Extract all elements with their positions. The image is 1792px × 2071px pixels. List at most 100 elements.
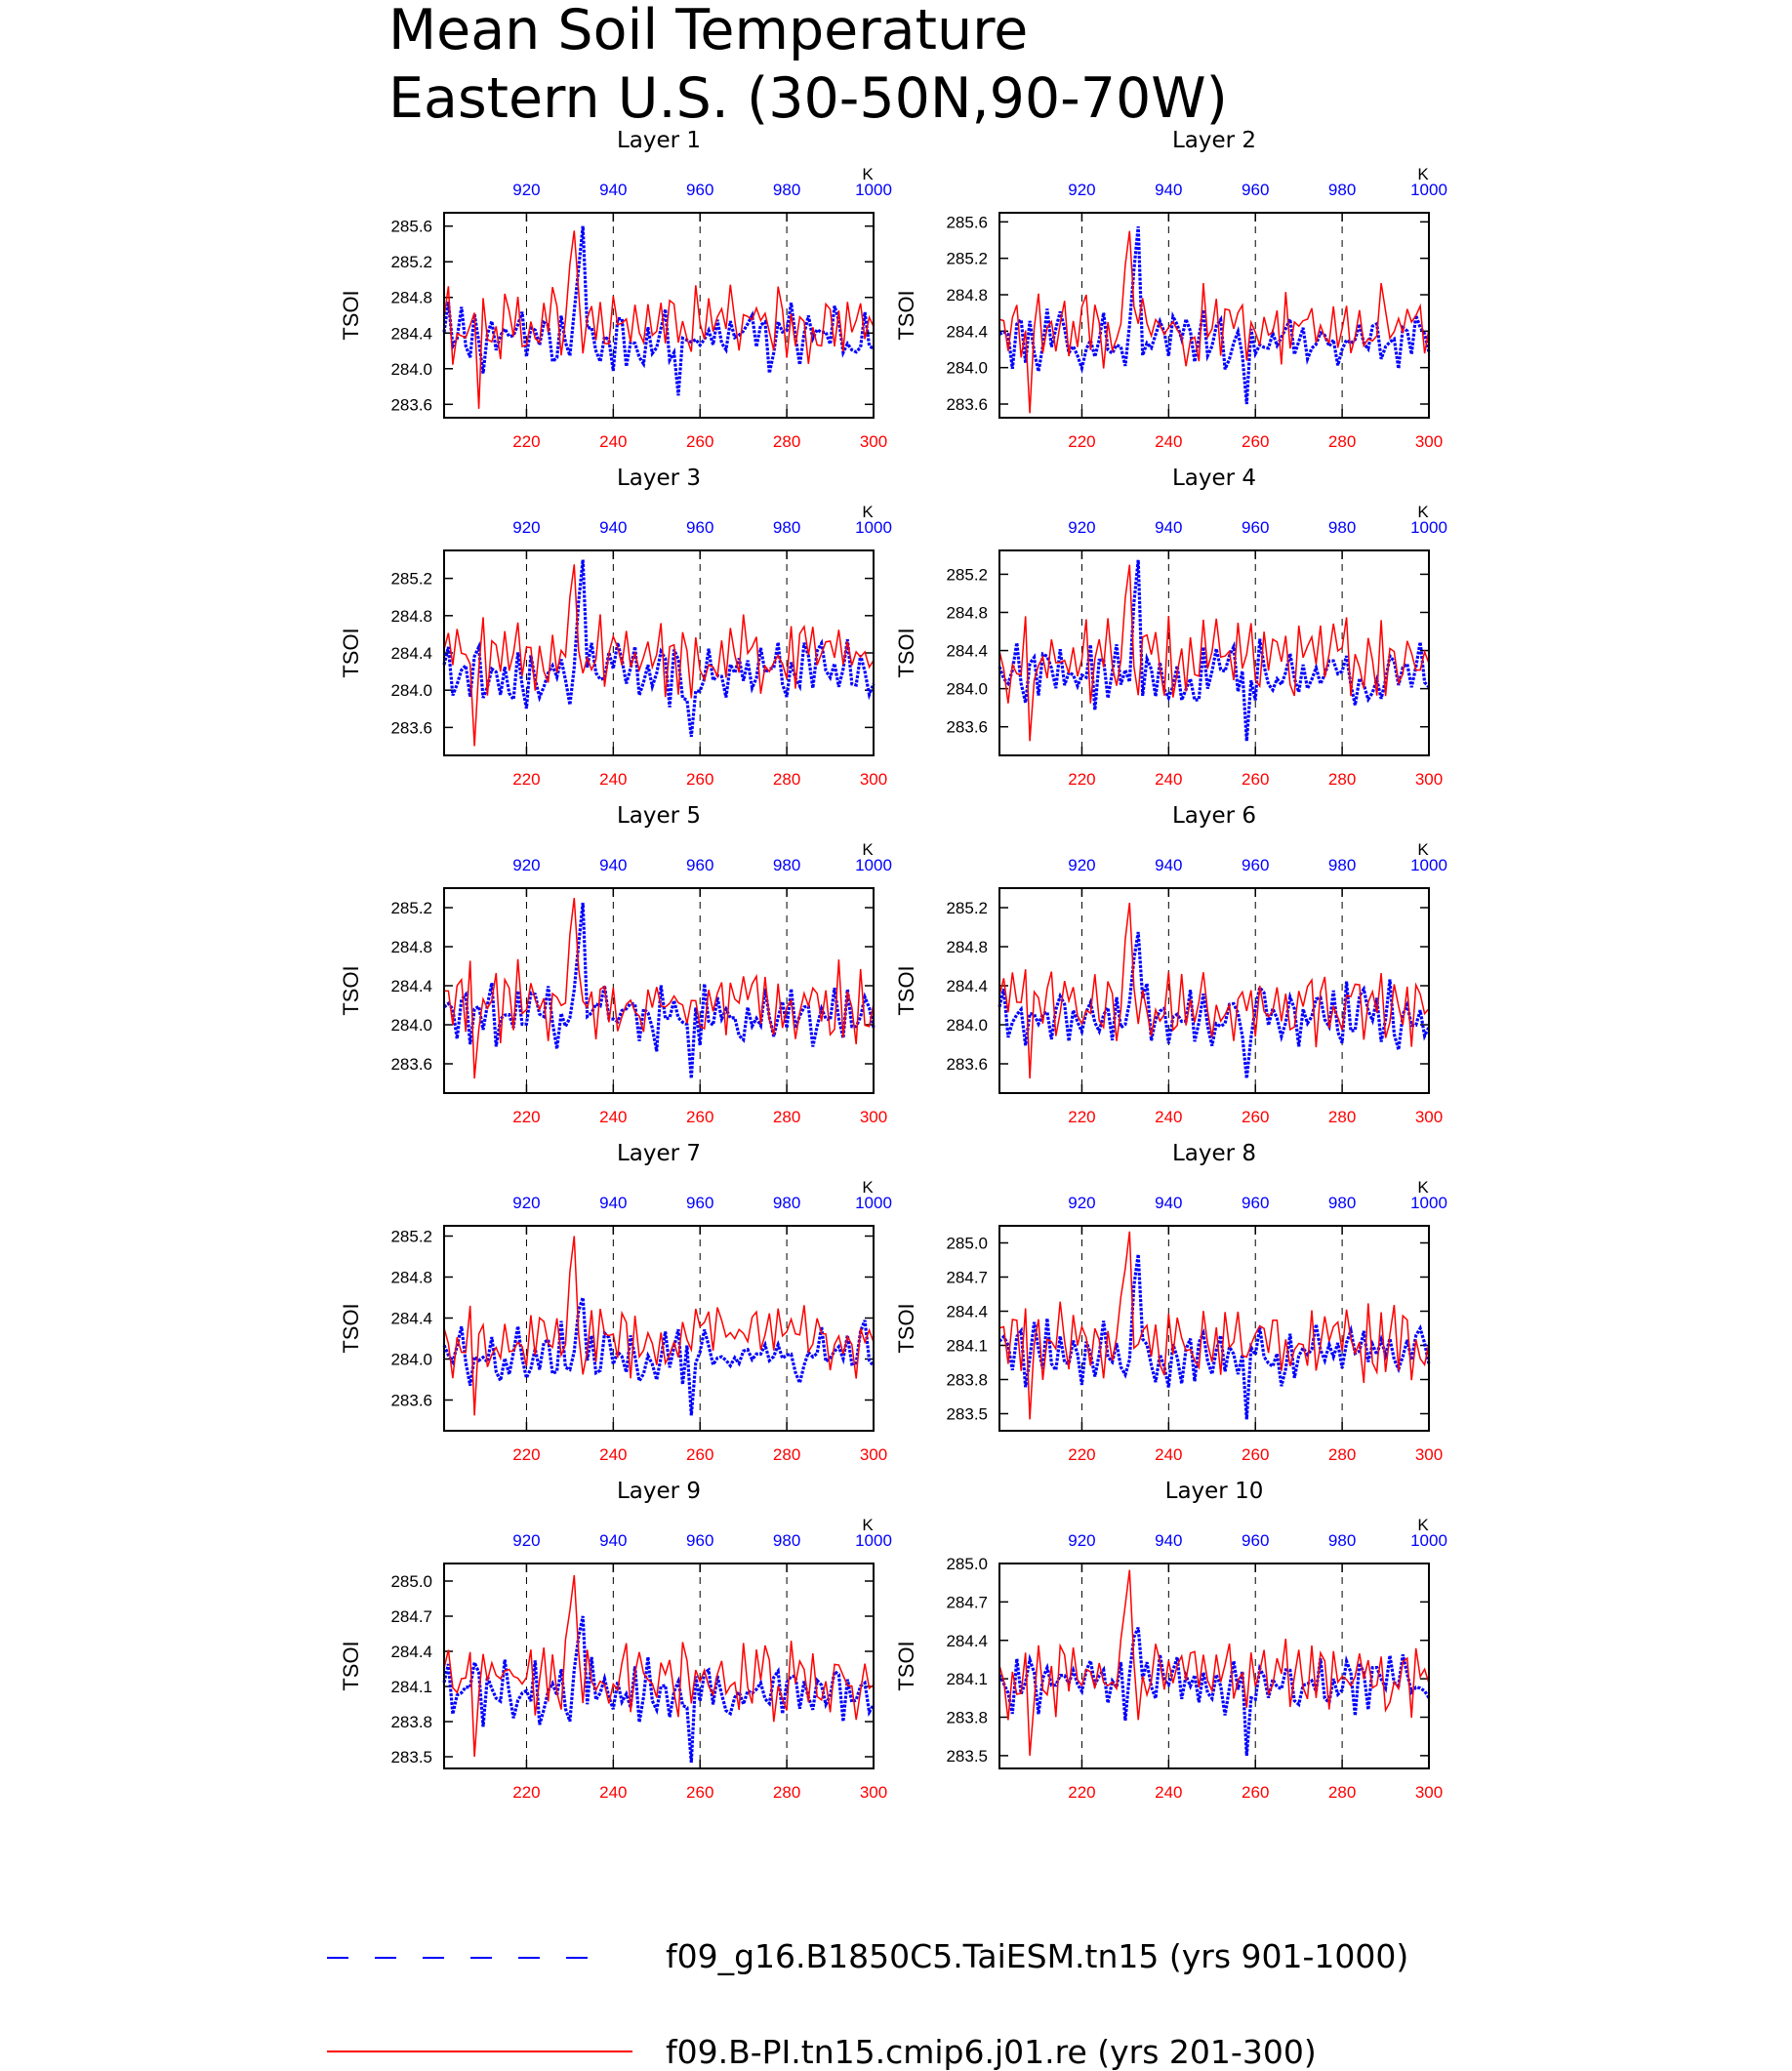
series-line-red (443, 1574, 875, 1758)
x-top-tick-label: 1000 (1410, 1531, 1447, 1550)
y-tick-label: 285.2 (946, 899, 988, 917)
x-bottom-tick-label: 300 (1415, 770, 1443, 789)
series-line-blue (442, 1296, 876, 1416)
y-tick-label: 285.2 (946, 565, 988, 584)
x-bottom-tick-label: 240 (599, 1108, 627, 1126)
plot-frame (998, 1225, 1430, 1432)
x-bottom-tick-label: 300 (1415, 1783, 1443, 1802)
y-tick-label: 284.0 (390, 681, 432, 700)
panel-title: Layer 10 (1165, 1479, 1264, 1504)
y-tick-label: 283.5 (946, 1405, 988, 1424)
x-bottom-tick-label: 240 (599, 432, 627, 451)
series-line-red (998, 1231, 1430, 1420)
y-tick-label: 283.6 (946, 718, 988, 737)
series-line-red (443, 230, 875, 409)
y-tick-label: 284.1 (946, 1670, 988, 1688)
panel-9: Layer 9 K 283.5 283.8 284.1 284.4 284.7 285.0 22… (339, 1479, 892, 1802)
x-top-tick-label: 920 (512, 1194, 540, 1212)
x-bottom-tick-label: 220 (1068, 1783, 1095, 1802)
series-line-blue (442, 559, 876, 738)
y-tick-label: 283.6 (946, 1055, 988, 1074)
y-axis-label: TSOI (894, 965, 918, 1015)
panel-title: Layer 6 (1172, 803, 1256, 829)
y-tick-label: 283.8 (946, 1709, 988, 1727)
y-tick-label: 284.0 (390, 360, 432, 379)
x-bottom-tick-label: 280 (773, 1445, 800, 1464)
panel-4: Layer 4 K 283.6 284.0 284.4 284.8 285.2 220 240 2… (894, 466, 1447, 789)
top-axis-unit: K (1417, 1516, 1429, 1534)
panel-3: Layer 3 K 283.6 284.0 284.4 284.8 285.2 220 240 2… (339, 466, 892, 789)
y-tick-label: 284.4 (946, 1632, 988, 1650)
y-axis-label: TSOI (894, 290, 918, 340)
top-axis-unit: K (1417, 165, 1429, 183)
y-tick-label: 285.6 (946, 213, 988, 231)
y-tick-label: 284.8 (390, 938, 432, 956)
series-line-blue (442, 225, 875, 396)
x-bottom-tick-label: 240 (599, 1445, 627, 1464)
legend-label-red: f09.B-PI.tn15.cmip6.j01.re (yrs 201-300) (666, 2033, 1317, 2071)
series-line-blue (998, 559, 1431, 742)
y-tick-label: 284.4 (946, 322, 988, 341)
y-tick-label: 284.8 (946, 603, 988, 622)
x-top-tick-label: 940 (1155, 856, 1182, 874)
x-top-tick-label: 920 (1068, 1531, 1095, 1550)
series-line-red (998, 230, 1430, 414)
y-tick-label: 285.2 (390, 899, 432, 917)
x-top-tick-label: 940 (599, 181, 627, 199)
y-tick-label: 285.0 (946, 1235, 988, 1253)
series-line-red (998, 902, 1430, 1079)
y-tick-label: 284.0 (946, 359, 988, 378)
legend-label-blue: f09_g16.B1850C5.TaiESM.tn15 (yrs 901-100… (666, 1937, 1408, 1975)
plot-frame (998, 887, 1430, 1094)
panel-title: Layer 3 (617, 466, 701, 491)
x-top-tick-label: 920 (512, 518, 540, 537)
y-tick-label: 284.4 (390, 1310, 432, 1328)
x-bottom-tick-label: 300 (1415, 1445, 1443, 1464)
x-bottom-tick-label: 260 (1242, 1445, 1269, 1464)
x-top-tick-label: 960 (686, 181, 713, 199)
panel-8: Layer 8 K 283.5 283.8 284.1 284.4 284.7 285.0 22… (894, 1141, 1447, 1464)
x-bottom-tick-label: 220 (1068, 1445, 1095, 1464)
x-bottom-tick-label: 280 (1328, 1108, 1356, 1126)
x-top-tick-label: 960 (1242, 181, 1269, 199)
plot-frame (998, 212, 1430, 419)
x-top-tick-label: 1000 (1410, 856, 1447, 874)
x-bottom-tick-label: 220 (512, 432, 540, 451)
x-top-tick-label: 960 (686, 856, 713, 874)
y-tick-label: 284.0 (390, 1351, 432, 1369)
y-tick-label: 285.2 (946, 250, 988, 268)
y-tick-label: 285.0 (946, 1555, 988, 1573)
x-bottom-tick-label: 260 (686, 1108, 713, 1126)
top-axis-unit: K (862, 503, 874, 521)
y-axis-label: TSOI (894, 1303, 918, 1353)
y-tick-label: 284.4 (390, 644, 432, 663)
panel-title: Layer 8 (1172, 1141, 1256, 1166)
x-bottom-tick-label: 240 (1155, 1108, 1182, 1126)
x-top-tick-label: 980 (1328, 518, 1356, 537)
y-tick-label: 283.8 (946, 1371, 988, 1390)
x-bottom-tick-label: 240 (599, 770, 627, 789)
x-top-tick-label: 1000 (1410, 181, 1447, 199)
series-line-red (998, 564, 1430, 742)
x-bottom-tick-label: 260 (1242, 1783, 1269, 1802)
y-axis-label: TSOI (339, 628, 363, 677)
top-axis-unit: K (1417, 1178, 1429, 1197)
y-tick-label: 283.6 (390, 1055, 432, 1074)
plot-frame (443, 1563, 875, 1769)
x-top-tick-label: 980 (1328, 1194, 1356, 1212)
x-bottom-tick-label: 260 (686, 1783, 713, 1802)
x-bottom-tick-label: 300 (860, 432, 887, 451)
x-top-tick-label: 1000 (1410, 518, 1447, 537)
x-top-tick-label: 960 (1242, 1531, 1269, 1550)
plot-frame (998, 549, 1430, 756)
plot-frame (998, 1563, 1430, 1769)
panel-5: Layer 5 K 283.6 284.0 284.4 284.8 285.2 220 240 2… (339, 803, 892, 1126)
x-bottom-tick-label: 240 (1155, 1783, 1182, 1802)
top-axis-unit: K (1417, 503, 1429, 521)
series-line-blue (998, 1253, 1431, 1420)
panel-title: Layer 2 (1172, 128, 1256, 153)
x-top-tick-label: 980 (773, 856, 800, 874)
y-tick-label: 284.4 (946, 642, 988, 661)
series-line-red (443, 1236, 875, 1416)
